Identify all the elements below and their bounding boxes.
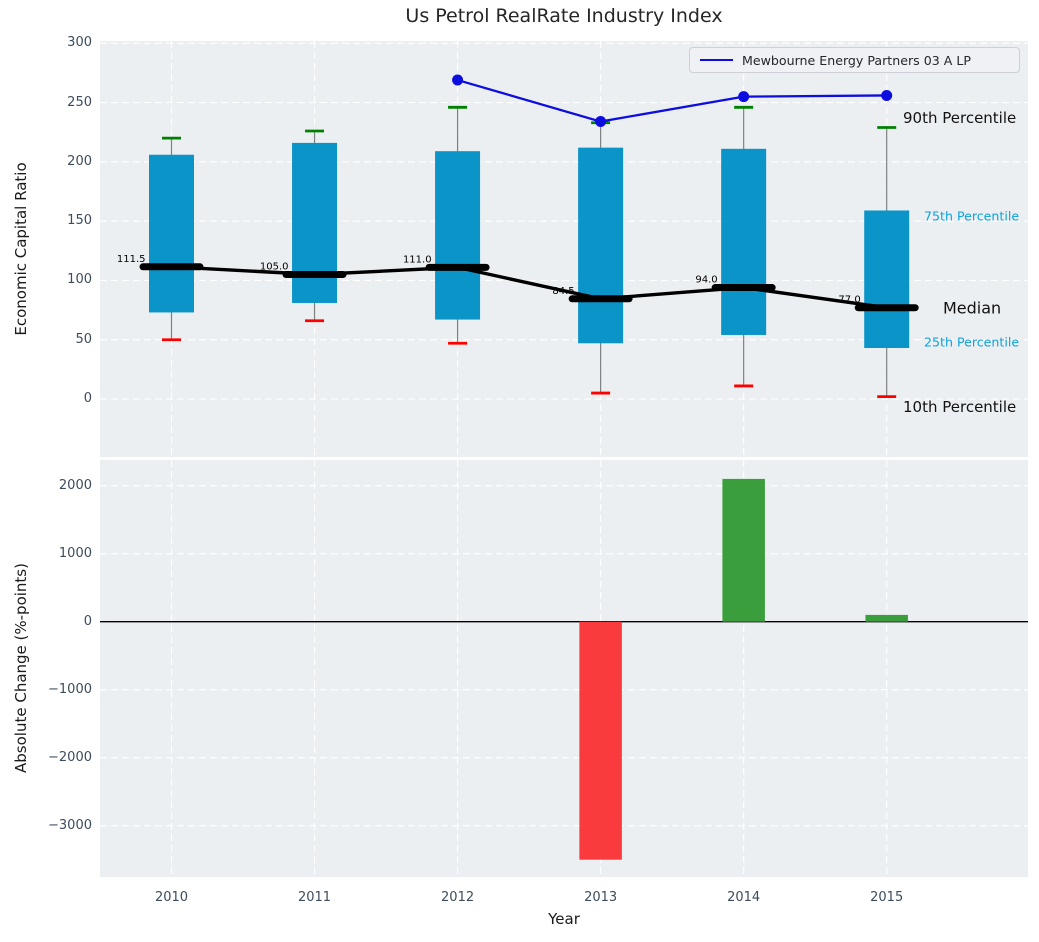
bottom-y-tick-label: 2000 (58, 477, 92, 493)
x-axis-label: Year (548, 910, 580, 928)
x-tick-label: 2011 (297, 890, 332, 905)
bottom-plot-area (100, 460, 1028, 877)
change-bar (865, 614, 908, 622)
top-y-tick-label: 50 (75, 331, 92, 347)
bottom-y-tick-label: −2000 (48, 749, 92, 765)
bottom-y-tick-label: 0 (83, 613, 92, 629)
iqr-box (292, 142, 338, 303)
median-trend-line (171, 265, 887, 310)
company-point (452, 74, 464, 86)
legend-line-sample (700, 59, 733, 61)
median-value-label: 84.5 (552, 286, 574, 297)
top-y-tick-label: 100 (67, 272, 92, 288)
legend-label: Mewbourne Energy Partners 03 A LP (742, 52, 971, 68)
iqr-box (721, 148, 767, 335)
median-value-label: 111.5 (117, 254, 146, 265)
bottom-y-tick-label: 1000 (58, 545, 92, 561)
median-value-label: 111.0 (403, 254, 432, 265)
bottom-y-axis-label: Absolute Change (%-points) (12, 563, 30, 773)
p75-annotation: 75th Percentile (924, 208, 1020, 224)
x-tick-label: 2010 (154, 890, 189, 905)
top-y-tick-label: 200 (67, 153, 92, 169)
p25-annotation: 25th Percentile (924, 334, 1020, 350)
top-y-tick-label: 150 (67, 213, 92, 229)
x-tick-label: 2014 (727, 890, 761, 905)
change-bar (722, 478, 765, 622)
top-y-tick-label: 0 (83, 391, 92, 406)
plot-canvas: 111.5 105.0 111.0 84.5 94.0 77.0 (100, 41, 1028, 457)
median-value-label: 77.0 (838, 295, 860, 306)
chart-title: Us Petrol RealRate Industry Index (405, 5, 723, 27)
bottom-y-tick-label: −3000 (48, 817, 92, 833)
top-y-tick-label: 250 (67, 94, 92, 110)
median-annotation: Median (943, 298, 1002, 318)
x-tick-label: 2012 (441, 890, 475, 905)
iqr-box (149, 154, 194, 313)
iqr-box (864, 210, 910, 349)
plot-canvas (100, 460, 1028, 877)
company-line (457, 78, 887, 123)
x-tick-label: 2015 (870, 890, 904, 905)
top-plot-area: 111.5 105.0 111.0 84.5 94.0 77.0 (100, 41, 1028, 457)
legend: Mewbourne Energy Partners 03 A LP (689, 47, 1020, 73)
p90-annotation: 90th Percentile (903, 109, 1017, 127)
median-value-label: 94.0 (695, 275, 717, 286)
bottom-y-tick-label: −1000 (48, 681, 92, 697)
x-tick-label: 2013 (584, 890, 618, 905)
median-value-label: 105.0 (260, 262, 289, 273)
iqr-box (435, 151, 481, 320)
p10-annotation: 10th Percentile (903, 398, 1017, 416)
top-y-tick-label: 300 (67, 35, 92, 51)
company-point (595, 116, 607, 128)
company-point (738, 91, 750, 103)
change-bar (579, 621, 622, 860)
company-point (881, 89, 893, 101)
top-y-axis-label: Economic Capital Ratio (12, 162, 30, 336)
iqr-box (578, 147, 624, 344)
